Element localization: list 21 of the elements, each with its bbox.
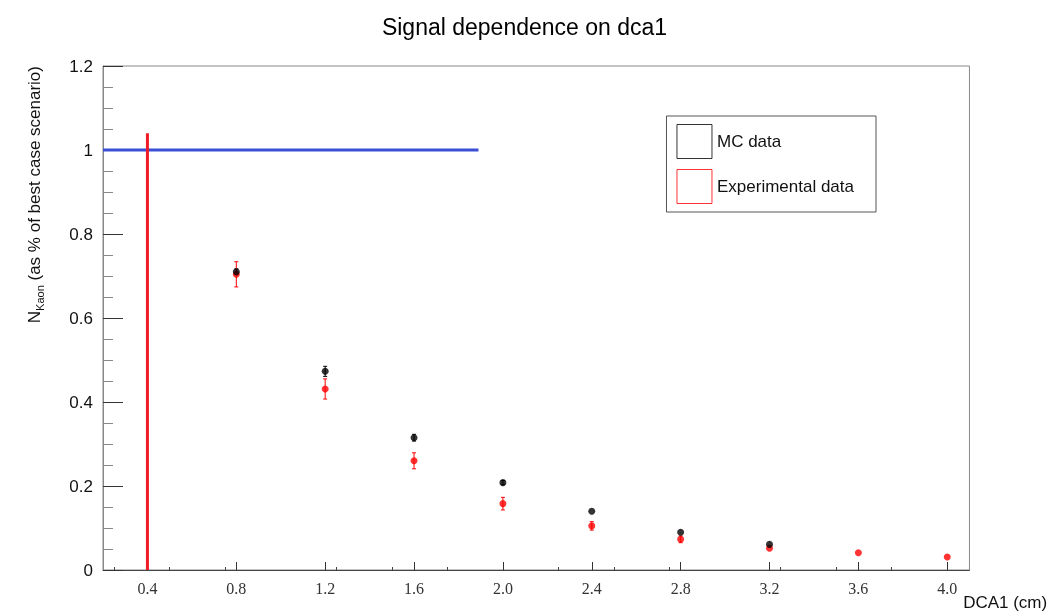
x-axis-title: DCA1 (cm) bbox=[963, 593, 1048, 612]
x-tick-label: 0.4 bbox=[137, 579, 158, 597]
y-tick-label: 1.2 bbox=[69, 56, 93, 76]
x-tick-label: 2.8 bbox=[670, 579, 691, 597]
y-tick-label: 0 bbox=[83, 560, 93, 580]
x-tick-label: 3.6 bbox=[848, 579, 869, 597]
legend-label: Experimental data bbox=[716, 177, 855, 196]
x-tick-label: 2.0 bbox=[492, 579, 513, 597]
y-tick-label: 0.2 bbox=[69, 476, 93, 496]
y-tick-label: 0.4 bbox=[69, 392, 93, 412]
x-tick-label: 1.6 bbox=[404, 579, 425, 597]
x-tick-label: 2.4 bbox=[581, 579, 602, 597]
x-tick-label: 3.2 bbox=[759, 579, 780, 597]
x-tick-label: 4.0 bbox=[937, 579, 958, 597]
x-tick-label: 1.2 bbox=[315, 579, 336, 597]
y-tick-label: 1 bbox=[83, 140, 93, 160]
y-tick-label: 0.6 bbox=[69, 308, 93, 328]
legend-label: MC data bbox=[716, 132, 782, 151]
chart-title: Signal dependence on dca1 bbox=[381, 13, 668, 40]
x-tick-label: 0.8 bbox=[226, 579, 247, 597]
y-tick-label: 0.8 bbox=[69, 224, 93, 244]
